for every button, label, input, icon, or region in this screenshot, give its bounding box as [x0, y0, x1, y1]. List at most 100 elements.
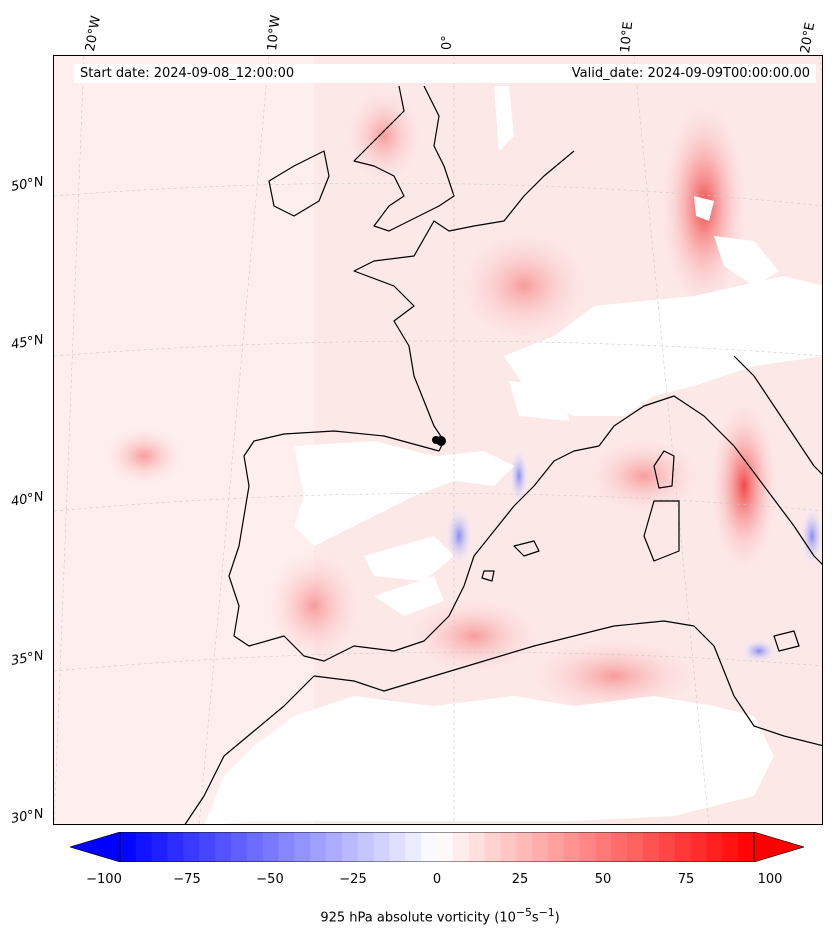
coast-italy-west	[598, 395, 822, 565]
lon-label-10e: 10°E	[618, 20, 637, 54]
colorbar-segment	[230, 832, 248, 862]
colorbar-segment	[690, 832, 707, 862]
colorbar-segment	[310, 832, 327, 862]
colorbar-tick: −75	[173, 872, 201, 887]
colorbar-segment	[421, 832, 438, 862]
lon-label-0: 0°	[440, 35, 455, 50]
lat-label-30n: 30°N	[10, 806, 45, 827]
colorbar-segment	[532, 832, 549, 862]
colorbar-segment	[262, 832, 279, 862]
colorbar-tick: 50	[594, 872, 612, 887]
colorbar-segment	[547, 832, 565, 862]
colorbar	[70, 832, 804, 862]
colorbar-segment	[706, 832, 723, 862]
mask-germany-a	[694, 196, 714, 221]
colorbar-segment	[278, 832, 295, 862]
colorbar-segment	[658, 832, 676, 862]
cool-patch-valencia	[445, 506, 473, 566]
colorbar-segment	[167, 832, 184, 862]
cool-patch-tunisia	[741, 639, 777, 663]
colorbar-tick: 25	[511, 872, 529, 887]
colorbar-segment	[199, 832, 216, 862]
colorbar-segment	[611, 832, 628, 862]
colorbar-segment	[579, 832, 596, 862]
coast-italy-east	[733, 355, 822, 475]
cool-patch-catalonia	[509, 448, 529, 504]
coast-iberia	[228, 430, 600, 662]
colorbar-segment	[246, 832, 264, 862]
colorbar-segment	[294, 832, 311, 862]
lon-label-20w: 20°W	[83, 14, 105, 53]
colorbar-segment	[341, 832, 359, 862]
colorbar-segment	[120, 832, 137, 862]
colorbar-segment	[437, 832, 454, 862]
coastlines	[184, 85, 822, 824]
colorbar-segment	[595, 832, 612, 862]
colorbar-tick: −25	[339, 872, 367, 887]
coast-north-africa	[184, 620, 822, 824]
colorbar-segment	[516, 832, 533, 862]
colorbar-tick: 100	[757, 872, 783, 887]
colorbar-segments	[120, 832, 755, 862]
colorbar-label: 925 hPa absolute vorticity (10−5s−1)	[0, 906, 832, 925]
coast-ireland	[268, 150, 330, 217]
field-atlantic	[54, 56, 314, 824]
warm-area-west-iberia	[264, 546, 364, 666]
colorbar-segment	[389, 832, 406, 862]
graticule	[54, 56, 822, 824]
colorbar-label-end: )	[554, 910, 560, 926]
lat-label-40n: 40°N	[10, 489, 45, 510]
coast-sardinia	[643, 500, 680, 562]
lat-label-50n: 50°N	[10, 174, 45, 195]
coast-balearics	[513, 540, 540, 557]
colorbar-segment	[215, 832, 232, 862]
colorbar-segment	[326, 832, 343, 862]
warm-area-gulf-lion	[584, 436, 704, 516]
colorbar-segment	[183, 832, 200, 862]
colorbar-tick: −50	[256, 872, 284, 887]
colorbar-segment	[738, 832, 755, 862]
mask-massif-central	[509, 381, 569, 421]
valid-date-label: Valid_date: 2024-09-09T00:00:00.00	[299, 64, 816, 83]
colorbar-segment	[357, 832, 375, 862]
lon-label-20e: 20°E	[798, 21, 819, 55]
mask-alps	[504, 276, 822, 416]
lat-label-45n: 45°N	[10, 332, 45, 353]
warm-area-algeria	[524, 636, 704, 716]
mask-central-iberia-b	[374, 576, 444, 616]
colorbar-tick: −100	[86, 872, 122, 887]
coast-sicily	[773, 630, 800, 652]
warm-area-atlantic	[104, 426, 184, 486]
colorbar-label-unit: s	[531, 910, 539, 926]
colorbar-segment	[643, 832, 660, 862]
colorbar-min-extend	[70, 832, 121, 862]
colorbar-segment	[484, 832, 501, 862]
lat-label-35n: 35°N	[10, 648, 45, 669]
colorbar-label-exp2: −1	[538, 906, 555, 919]
coast-corsica	[653, 450, 675, 489]
lon-label-10w: 10°W	[265, 14, 284, 52]
colorbar-segment	[151, 832, 169, 862]
cool-patch-adriatic	[800, 506, 822, 566]
mask-central-iberia	[364, 536, 454, 581]
colorbar-segment	[135, 832, 153, 862]
colorbar-segment	[452, 832, 470, 862]
colorbar-segment	[468, 832, 486, 862]
warm-area-southeast-spain	[404, 596, 544, 676]
colorbar-segment	[373, 832, 390, 862]
mask-uk	[494, 86, 514, 151]
colorbar-segment	[500, 832, 517, 862]
warm-band-italy	[709, 396, 779, 576]
mask-germany-b	[714, 236, 779, 286]
colorbar-label-text: 925 hPa absolute vorticity (10	[320, 910, 516, 926]
map-canvas	[54, 56, 822, 824]
coast-britain	[353, 85, 455, 232]
coast-france	[353, 150, 575, 452]
colorbar-segment	[674, 832, 692, 862]
colorbar-outline	[119, 832, 755, 862]
colorbar-segment	[627, 832, 644, 862]
colorbar-tick: 75	[677, 872, 695, 887]
vorticity-map[interactable]: Start date: 2024-09-08_12:00:00 Valid_da…	[53, 55, 823, 825]
mask-sahara	[204, 696, 774, 824]
colorbar-segment	[722, 832, 739, 862]
